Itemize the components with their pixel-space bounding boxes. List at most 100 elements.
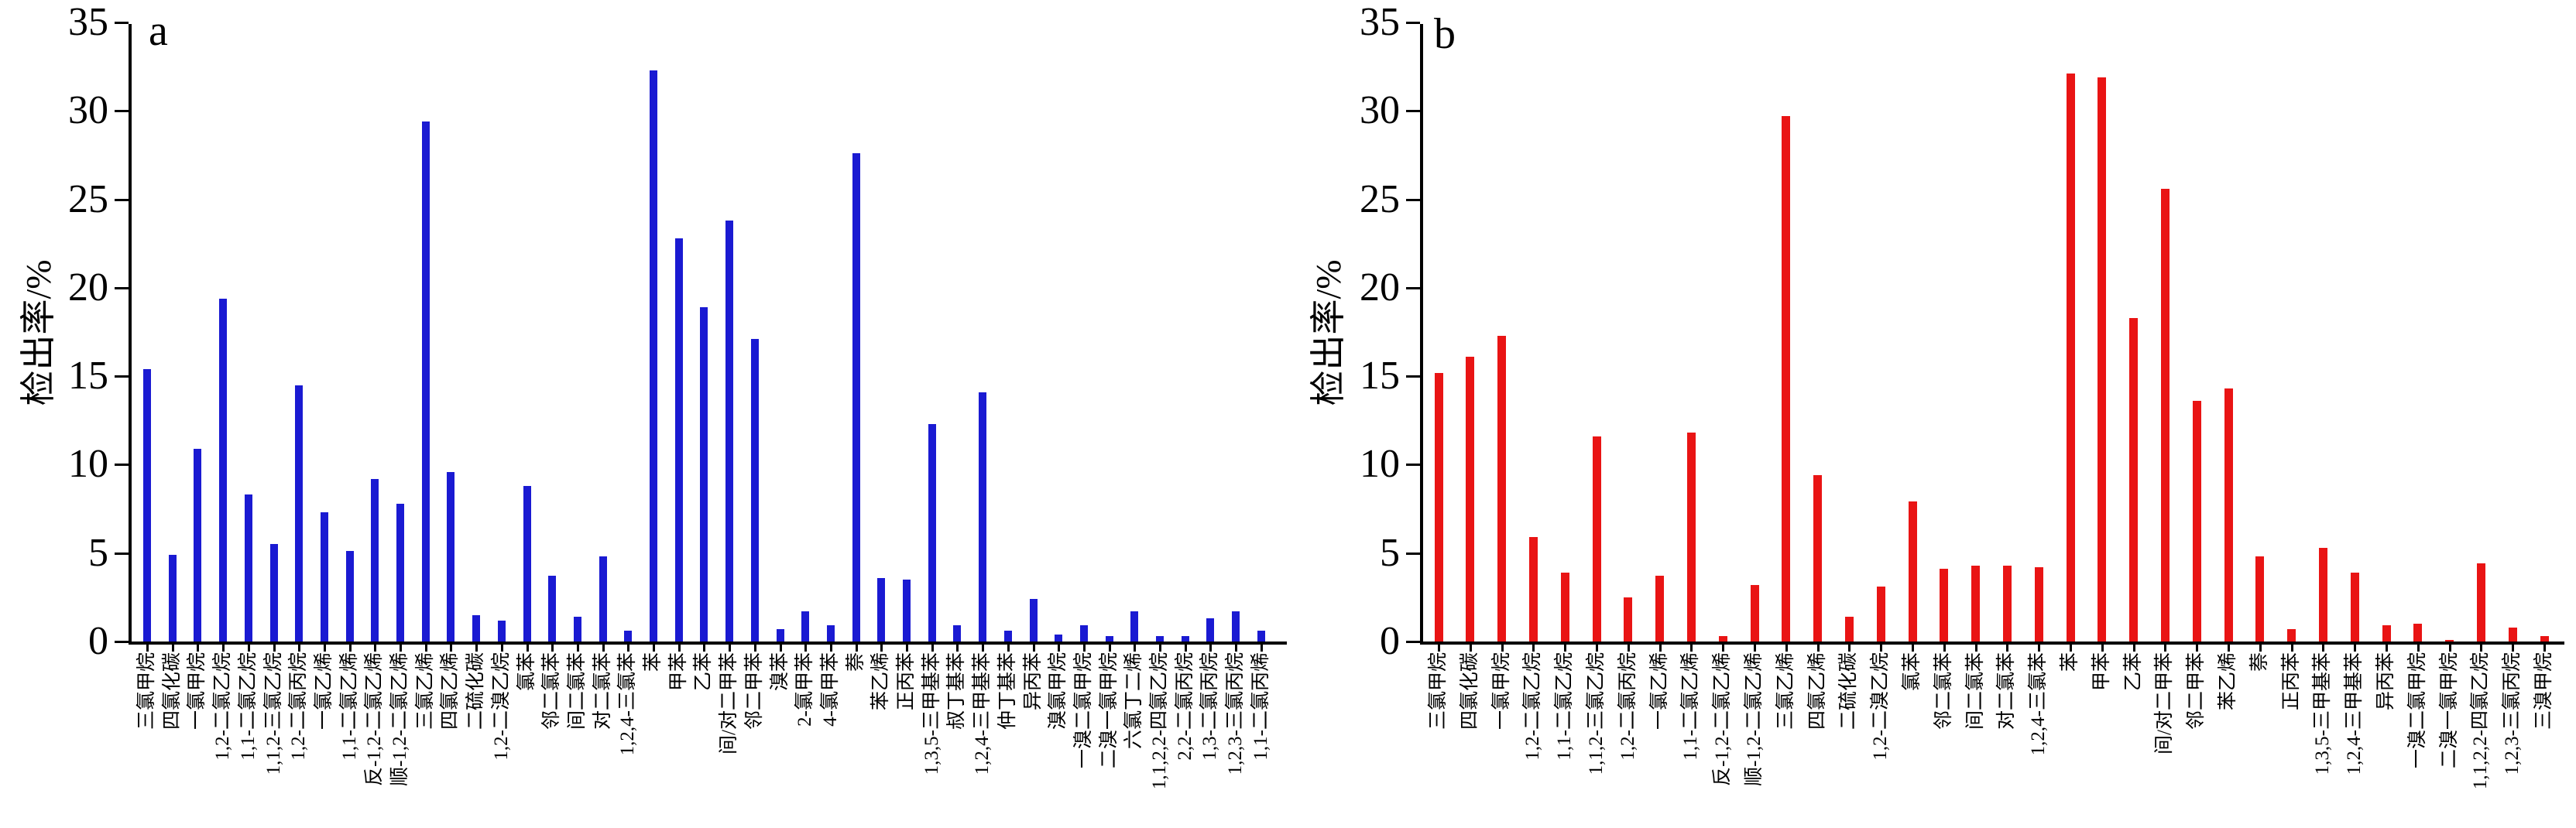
bar [2161, 189, 2170, 642]
x-tick [1134, 645, 1136, 652]
bar [2067, 74, 2075, 642]
y-tick [1406, 464, 1420, 467]
bar [498, 621, 506, 642]
y-tick [1406, 21, 1420, 24]
bar [143, 369, 151, 642]
bar [1130, 611, 1138, 642]
bar [2477, 563, 2485, 642]
x-tick [1817, 645, 1820, 652]
bar [751, 339, 759, 642]
bar [1080, 625, 1088, 642]
x-tick [1754, 645, 1756, 652]
x-tick [1235, 645, 1237, 652]
x-tick [2196, 645, 2198, 652]
x-tick [475, 645, 478, 652]
x-tick [450, 645, 452, 652]
x-tick [982, 645, 984, 652]
x-tick [197, 645, 199, 652]
bar [422, 121, 430, 642]
x-category-label: 二硫化碳 [1838, 652, 1860, 730]
x-tick [2070, 645, 2072, 652]
y-tick-label: 25 [68, 176, 108, 221]
bar [371, 479, 379, 642]
x-tick [1722, 645, 1724, 652]
x-tick [703, 645, 705, 652]
bar [574, 617, 581, 642]
bar [953, 625, 961, 642]
y-tick-label: 15 [68, 354, 108, 399]
x-tick [1159, 645, 1161, 652]
bar [321, 512, 328, 642]
y-tick [115, 641, 129, 643]
x-tick [501, 645, 503, 652]
y-tick-label: 10 [1360, 442, 1400, 487]
x-category-label: 邻二氯苯 [1933, 652, 1954, 730]
x-category-label: 1,2-二氯丙烷 [1617, 652, 1638, 761]
x-category-label: 1,1-二氯乙烷 [1554, 652, 1576, 761]
y-tick [1406, 552, 1420, 555]
bar [1940, 569, 1948, 642]
x-tick [2386, 645, 2388, 652]
x-tick [1501, 645, 1504, 652]
x-tick [653, 645, 655, 652]
x-tick [1033, 645, 1035, 652]
x-tick [374, 645, 376, 652]
x-tick [1880, 645, 1882, 652]
x-category-label: 1,1,2-三氯乙烷 [1586, 652, 1607, 775]
x-tick [2354, 645, 2356, 652]
y-tick-label: 35 [1360, 0, 1400, 44]
bar [725, 221, 733, 642]
x-tick [1007, 645, 1010, 652]
bar [700, 307, 708, 642]
x-category-label: 1,3,5-三甲基苯 [2312, 652, 2334, 775]
bar [1877, 587, 1885, 642]
x-tick [880, 645, 883, 652]
x-tick [146, 645, 149, 652]
x-category-label: 一氯乙烯 [1648, 652, 1670, 730]
x-tick [1912, 645, 1914, 652]
x-tick [2228, 645, 2230, 652]
x-tick [1083, 645, 1086, 652]
bar [979, 392, 986, 642]
bar [1782, 116, 1790, 642]
bar [1971, 566, 1980, 642]
y-tick [1406, 110, 1420, 113]
bar [599, 556, 607, 642]
x-tick [324, 645, 326, 652]
bar [1232, 611, 1240, 642]
x-tick [804, 645, 807, 652]
bar [2193, 401, 2201, 642]
x-tick [1058, 645, 1060, 652]
y-tick-label: 20 [1360, 265, 1400, 310]
bar [346, 551, 354, 642]
x-tick [729, 645, 731, 652]
x-tick [1975, 645, 1977, 652]
x-tick [627, 645, 629, 652]
bar [1593, 436, 1601, 642]
x-category-label: 三溴甲烷 [2533, 652, 2554, 730]
x-tick [2322, 645, 2324, 652]
x-tick [425, 645, 427, 652]
x-category-label: 1,1-二氯乙烯 [1680, 652, 1702, 761]
bar [2255, 556, 2264, 642]
x-tick [1628, 645, 1630, 652]
x-tick [1564, 645, 1566, 652]
x-category-label: 甲苯 [2091, 652, 2112, 692]
x-tick [1659, 645, 1662, 652]
x-tick [2006, 645, 2008, 652]
x-tick [1532, 645, 1535, 652]
bar [1909, 501, 1917, 642]
x-tick [1848, 645, 1851, 652]
x-tick [1785, 645, 1788, 652]
x-tick [577, 645, 579, 652]
y-tick-label: 5 [1380, 530, 1400, 575]
y-tick-label: 30 [1360, 88, 1400, 133]
bar [1030, 599, 1038, 642]
bar [624, 631, 632, 642]
x-tick [2480, 645, 2482, 652]
x-category-label: 间/对二甲苯 [2154, 652, 2176, 754]
bar [2035, 567, 2043, 642]
x-category-label: 1,2,4-三甲基苯 [2344, 652, 2365, 775]
